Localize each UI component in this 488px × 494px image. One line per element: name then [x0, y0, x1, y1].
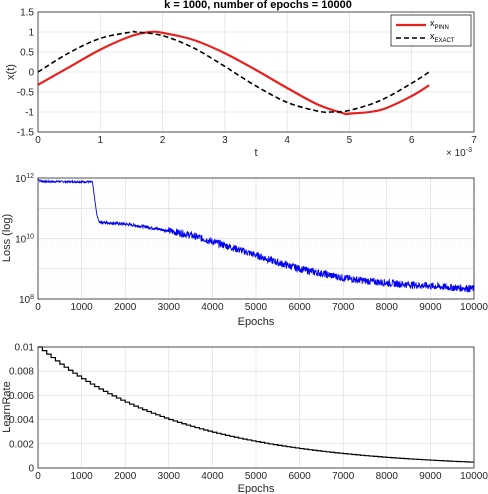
x-tick-label: 7 [471, 135, 477, 146]
y-tick-label: 1.5 [20, 8, 34, 19]
y-tick-label: -0.5 [17, 88, 35, 99]
panel1-xticks: 0 1 2 3 4 5 6 7 [35, 135, 477, 146]
series-line-exact [37, 30, 430, 114]
y-tick-label: -1 [25, 108, 34, 119]
y-tick-label: 1 [28, 28, 34, 39]
y-tick-label: 1010 [15, 234, 34, 246]
panel2-axes-box [37, 177, 475, 300]
x-tick-label: 10000 [460, 302, 488, 313]
x-tick-label: 6000 [288, 302, 311, 313]
x-tick-label: 9000 [419, 471, 442, 482]
x-tick-label: 5 [347, 135, 353, 146]
x-tick-label: 4000 [201, 302, 224, 313]
x-tick-label: 1000 [70, 302, 93, 313]
x-tick-label: 10000 [460, 471, 488, 482]
x-tick-label: 5000 [245, 471, 268, 482]
x-tick-label: 4 [284, 135, 290, 146]
x-tick-label: 9000 [419, 302, 442, 313]
legend-box [390, 14, 472, 47]
x-tick-label: 3000 [158, 302, 181, 313]
x-tick-label: 5000 [245, 302, 268, 313]
panel-learnrate: 0 1000 2000 3000 4000 5000 6000 7000 8000 9000 100… [1, 343, 488, 494]
x-tick-label: 3 [222, 135, 228, 146]
x-axis-label-epochs-loss: Epochs [238, 316, 275, 328]
x-tick-label: 0 [35, 302, 41, 313]
x-tick-label: 7000 [332, 302, 355, 313]
panel2-grid [37, 178, 475, 300]
y-tick-label: 0.004 [9, 415, 34, 426]
panel3-lines [38, 346, 474, 463]
x-tick-label: 4000 [201, 471, 224, 482]
x-axis-label-t: t [254, 147, 257, 159]
legend-label-exact: xEXACT [430, 31, 455, 44]
legend-label-pinn: xPINN [430, 18, 449, 31]
panel3-yticks: 0 0.002 0.004 0.006 0.008 0.01 [9, 343, 34, 475]
y-tick-label: 0.008 [9, 367, 34, 378]
y-axis-label-learnrate: LearnRate [1, 381, 13, 432]
x-tick-label: 2000 [114, 471, 137, 482]
panel-solution: k = 1000, number of epochs = 10000 0 1 2 3 4… [5, 0, 477, 159]
x-tick-label: 6 [409, 135, 415, 146]
series-line-loss [37, 178, 475, 293]
chart-title: k = 1000, number of epochs = 10000 [164, 0, 352, 11]
y-tick-label: 0.006 [9, 391, 34, 402]
y-tick-label: 0.01 [15, 343, 35, 354]
y-tick-label: -1.5 [17, 128, 35, 139]
x-tick-label: 8000 [376, 471, 399, 482]
panel1-axes-box [37, 11, 475, 133]
y-axis-label-loss: Loss (log) [1, 214, 13, 262]
x-tick-label: 2 [160, 135, 166, 146]
x-tick-label: 6000 [288, 471, 311, 482]
y-tick-label: 0 [28, 68, 34, 79]
x-exponent-label: × 10-3 [446, 147, 472, 159]
panel-loss: 0 1000 2000 3000 4000 5000 6000 7000 8000 9000 100… [1, 173, 488, 328]
x-tick-label: 7000 [332, 471, 355, 482]
legend: xPINN xEXACT [390, 14, 472, 47]
y-tick-label: 0.5 [20, 48, 34, 59]
series-line-learnrate [38, 346, 474, 463]
x-tick-label: 8000 [376, 302, 399, 313]
panel3-grid [37, 346, 475, 469]
panel3-axes-box [37, 346, 475, 469]
y-tick-label: 0 [28, 464, 34, 475]
series-line-pinn [37, 30, 430, 116]
y-tick-label: 1012 [15, 173, 34, 185]
x-tick-label: 1000 [70, 471, 93, 482]
x-tick-label: 1 [98, 135, 104, 146]
panel2-yticks: 1012 1010 108 [15, 173, 34, 306]
y-tick-label: 0.002 [9, 439, 34, 450]
x-tick-label: 0 [35, 471, 41, 482]
x-tick-label: 2000 [114, 302, 137, 313]
x-axis-label-epochs-lr: Epochs [238, 483, 275, 494]
x-tick-label: 0 [35, 135, 41, 146]
panel1-yticks: -1.5 -1 -0.5 0 0.5 1 1.5 [17, 8, 35, 139]
panel2-xticks: 0 1000 2000 3000 4000 5000 6000 7000 8000 9000 100… [35, 302, 488, 313]
x-tick-label: 3000 [158, 471, 181, 482]
panel3-xticks: 0 1000 2000 3000 4000 5000 6000 7000 8000 9000 100… [35, 471, 488, 482]
y-tick-label: 108 [19, 294, 34, 306]
panel1-lines [37, 30, 430, 116]
panel2-lines [37, 178, 475, 293]
y-axis-label-xt: x(t) [5, 64, 17, 80]
